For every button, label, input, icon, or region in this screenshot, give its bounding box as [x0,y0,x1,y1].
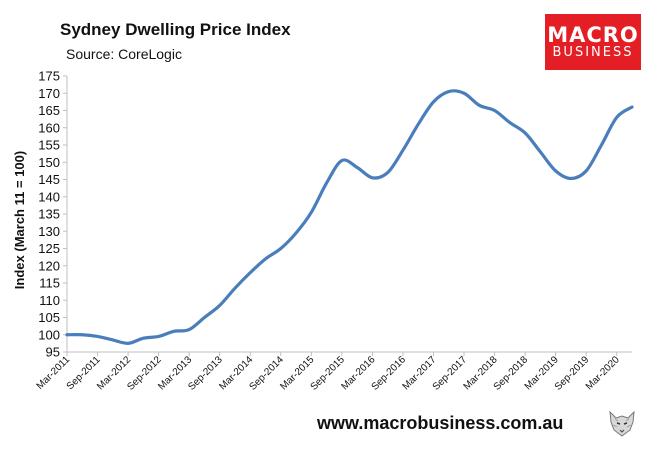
series-line [65,89,634,345]
y-tick-label: 125 [38,241,60,256]
y-tick-label: 155 [38,138,60,153]
x-tick-label: Mar-2020 [584,354,622,392]
y-tick-label: 140 [38,189,60,204]
footer-url: www.macrobusiness.com.au [317,413,564,433]
y-tick-label: 165 [38,103,60,118]
chart-subtitle: Source: CoreLogic [66,46,182,62]
y-tick-label: 120 [38,258,60,273]
wolf-logo-icon [606,408,638,438]
y-tick-label: 105 [38,310,60,325]
macrobusiness-logo: MACRO BUSINESS [545,14,641,70]
logo-line-2: BUSINESS [552,45,634,60]
y-tick-label: 95 [46,345,60,360]
chart-title: Sydney Dwelling Price Index [60,20,291,39]
y-tick-label: 135 [38,207,60,222]
y-tick-label: 100 [38,327,60,342]
y-tick-label: 115 [39,276,60,291]
y-tick-label: 130 [38,224,60,239]
y-tick-label: 110 [39,293,60,308]
y-tick-label: 170 [38,86,60,101]
logo-line-1: MACRO [547,23,639,47]
y-tick-label: 145 [38,172,60,187]
y-tick-label: 160 [38,120,60,135]
y-tick-label: 175 [38,69,60,84]
y-tick-label: 150 [38,155,60,170]
